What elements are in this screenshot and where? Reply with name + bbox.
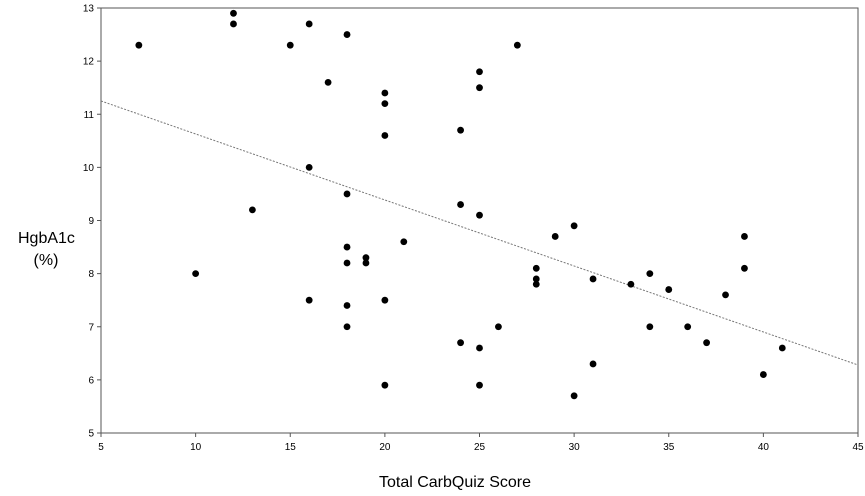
x-tick-label: 10	[190, 442, 202, 453]
y-tick-label: 7	[88, 322, 94, 333]
x-tick-label: 25	[474, 442, 486, 453]
y-tick-label: 13	[83, 4, 95, 15]
data-point	[192, 270, 200, 278]
y-tick-label: 11	[84, 110, 95, 121]
data-point	[570, 392, 578, 400]
data-point	[324, 78, 332, 86]
data-point	[305, 20, 313, 28]
data-point	[741, 264, 748, 272]
x-tick-label: 35	[663, 442, 675, 453]
data-point	[551, 233, 559, 240]
data-point	[759, 371, 767, 378]
data-point	[627, 280, 635, 288]
plot-area-frame	[100, 7, 859, 434]
data-point	[343, 323, 351, 331]
data-point	[646, 270, 654, 278]
x-tick-label: 40	[758, 442, 770, 453]
data-point	[230, 9, 237, 17]
data-point	[476, 211, 483, 219]
y-axis-label-line-2: (%)	[33, 252, 59, 269]
y-axis-label-line-1: HgbA1c	[18, 230, 75, 247]
data-point	[249, 206, 256, 214]
data-point	[532, 280, 540, 288]
data-point	[305, 296, 313, 304]
data-point	[646, 323, 654, 331]
data-point	[722, 291, 729, 299]
data-point	[476, 344, 483, 352]
data-point	[665, 286, 673, 293]
data-point	[362, 259, 370, 267]
data-point	[703, 339, 710, 347]
data-point	[457, 339, 464, 347]
data-point	[381, 296, 389, 304]
data-point	[381, 132, 389, 139]
data-point	[741, 233, 748, 240]
data-point	[684, 323, 692, 331]
x-tick-label: 30	[569, 442, 581, 453]
data-point	[495, 323, 502, 331]
y-tick-label: 9	[88, 216, 94, 227]
data-point	[362, 254, 370, 262]
y-tick-label: 6	[88, 375, 94, 386]
data-point	[381, 89, 389, 97]
data-point	[589, 275, 597, 283]
data-point	[305, 163, 313, 171]
data-point	[570, 222, 578, 230]
x-tick-label: 15	[285, 442, 297, 453]
data-point	[135, 41, 143, 49]
y-tick-label: 10	[83, 163, 95, 174]
data-point	[343, 190, 351, 198]
data-point	[532, 275, 540, 283]
y-axis-label: HgbA1c (%)	[18, 228, 75, 272]
data-point	[400, 238, 408, 246]
data-point	[457, 201, 464, 208]
x-tick-label: 5	[98, 442, 104, 453]
x-tick-label: 20	[379, 442, 391, 453]
data-point	[343, 31, 351, 38]
data-point	[343, 243, 351, 251]
data-point	[343, 302, 351, 309]
data-point	[476, 68, 483, 76]
data-point	[589, 360, 597, 368]
x-axis-label: Total CarbQuiz Score	[378, 474, 532, 491]
data-point	[230, 20, 237, 28]
x-tick-label: 45	[852, 442, 864, 453]
data-point	[381, 100, 389, 108]
y-tick-label: 5	[88, 429, 94, 440]
y-tick-label: 8	[88, 269, 94, 280]
data-point	[343, 259, 351, 267]
data-point	[476, 381, 483, 389]
data-point	[476, 84, 483, 92]
y-tick-label: 12	[83, 57, 95, 68]
data-point	[513, 41, 521, 49]
data-point	[381, 381, 389, 389]
data-point	[286, 41, 294, 49]
data-point	[532, 264, 540, 272]
data-point	[778, 344, 786, 352]
data-point	[457, 126, 464, 134]
trend-line	[100, 100, 859, 366]
